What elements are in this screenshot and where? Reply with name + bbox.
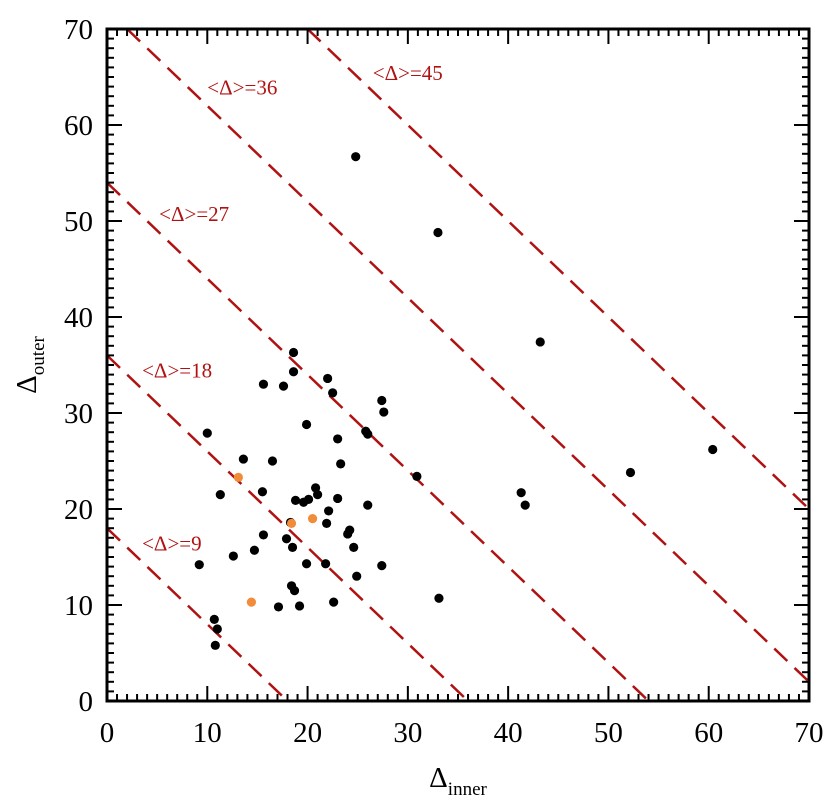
data-point <box>290 495 301 505</box>
reference-line-label: <Δ>=45 <box>373 61 443 85</box>
data-point <box>535 337 545 347</box>
y-tick-label: 40 <box>64 302 93 334</box>
data-point <box>301 559 312 569</box>
x-tick-label: 60 <box>694 717 723 749</box>
data-point <box>249 545 260 555</box>
data-point <box>329 597 339 607</box>
data-point <box>333 434 343 444</box>
data-points <box>194 152 718 650</box>
y-axis-title: Δouter <box>11 335 49 393</box>
tick-labels: 0 10 20 30 40 50 60 70 0 10 20 30 40 50 60 70 <box>64 14 824 749</box>
data-point <box>288 347 299 358</box>
data-point <box>323 373 333 384</box>
data-point <box>258 530 269 540</box>
data-point <box>215 490 225 500</box>
data-point <box>257 487 268 497</box>
data-point <box>294 601 305 611</box>
data-point <box>212 624 222 634</box>
data-point <box>433 227 443 238</box>
data-point <box>246 597 257 607</box>
y-tick-label: 20 <box>64 494 93 526</box>
data-point <box>321 559 331 569</box>
data-point <box>336 459 346 469</box>
x-axis-title: Δinner <box>429 762 487 800</box>
data-point <box>202 428 212 438</box>
axis-ticks <box>106 28 810 702</box>
x-tick-label: 70 <box>795 717 824 749</box>
data-point <box>313 490 323 500</box>
plot-frame <box>105 27 811 703</box>
reference-line <box>106 354 469 702</box>
reference-line-label: <Δ>=27 <box>159 202 229 226</box>
y-tick-label: 0 <box>79 686 94 718</box>
reference-lines <box>106 28 810 702</box>
data-point <box>434 593 444 603</box>
data-point <box>520 500 530 510</box>
data-point <box>287 542 298 553</box>
data-point <box>324 506 334 516</box>
data-point <box>289 586 300 596</box>
data-point <box>363 500 373 510</box>
data-point <box>228 551 238 561</box>
data-point <box>349 542 359 553</box>
reference-line <box>126 28 810 683</box>
data-point <box>286 518 297 529</box>
reference-line-label: <Δ>=36 <box>207 75 277 99</box>
data-point <box>379 407 389 417</box>
data-point <box>273 602 284 612</box>
reference-line <box>106 181 650 702</box>
data-point <box>258 379 269 389</box>
reference-line-label: <Δ>=18 <box>142 358 212 382</box>
y-axis-title-symbol: Δ <box>11 375 43 394</box>
x-tick-label: 50 <box>594 717 623 749</box>
data-point <box>303 494 314 504</box>
x-axis-title-symbol: Δ <box>429 762 448 794</box>
data-point <box>343 529 353 539</box>
data-point <box>625 467 636 478</box>
data-point <box>322 518 332 529</box>
reference-line <box>106 527 289 702</box>
reference-line-label: <Δ>=9 <box>142 531 202 555</box>
x-tick-label: 40 <box>494 717 523 749</box>
x-tick-label: 20 <box>293 717 322 749</box>
data-point <box>363 429 373 439</box>
data-point <box>301 419 312 430</box>
data-point <box>516 488 526 498</box>
data-point <box>333 493 343 504</box>
y-tick-label: 60 <box>64 110 93 142</box>
x-tick-label: 30 <box>393 717 422 749</box>
data-point <box>412 471 422 481</box>
data-point <box>307 514 318 524</box>
reference-line-labels: <Δ>=9 <Δ>=18 <Δ>=27 <Δ>=36 <Δ>=45 <box>142 61 443 555</box>
data-point <box>351 152 361 162</box>
y-tick-label: 10 <box>64 590 93 622</box>
y-tick-label: 70 <box>64 14 93 46</box>
x-tick-label: 0 <box>100 717 115 749</box>
data-point <box>288 367 299 377</box>
data-point <box>328 388 338 398</box>
data-point <box>238 454 248 464</box>
data-point <box>377 395 387 406</box>
reference-line <box>306 28 810 510</box>
data-point <box>267 456 278 466</box>
data-point <box>708 444 718 455</box>
data-point <box>377 561 387 571</box>
x-tick-label: 10 <box>193 717 222 749</box>
y-axis-title-subscript: outer <box>28 335 49 375</box>
data-point <box>233 472 243 482</box>
data-point <box>210 640 220 650</box>
data-point <box>352 571 362 581</box>
y-tick-label: 50 <box>64 206 93 238</box>
y-tick-label: 30 <box>64 398 93 430</box>
data-point <box>209 614 219 625</box>
data-point <box>194 560 204 570</box>
data-point <box>278 381 289 391</box>
x-axis-title-subscript: inner <box>448 779 488 800</box>
data-point <box>281 534 292 544</box>
